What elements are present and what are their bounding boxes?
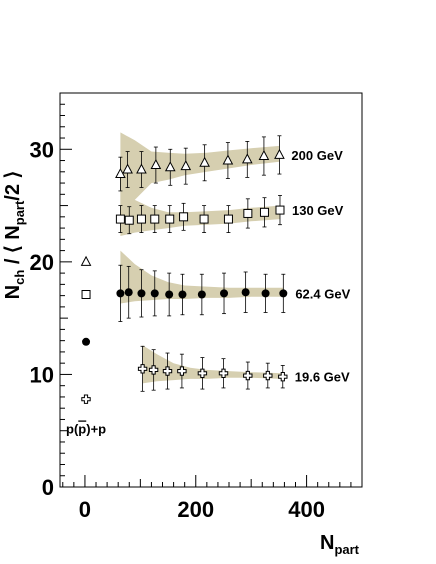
data-point <box>136 214 146 224</box>
axis-ticks <box>60 92 363 488</box>
data-point <box>279 289 288 298</box>
data-point <box>165 290 174 299</box>
data-point <box>124 288 133 297</box>
x-tick-label: 0 <box>79 497 91 522</box>
y-axis-title: Nch / ⟨ Npart/2 ⟩ <box>2 171 27 300</box>
data-point <box>164 161 176 172</box>
data-point <box>241 288 250 297</box>
data-point <box>150 158 162 170</box>
pp-reference-point <box>80 255 92 266</box>
pp-reference-label: p(p)+p <box>66 421 106 436</box>
data-point <box>162 366 173 376</box>
data-point <box>116 289 125 298</box>
data-point <box>278 372 288 382</box>
band-3 <box>142 345 283 384</box>
series-label: 130 GeV <box>292 203 344 218</box>
band-0 <box>120 132 280 208</box>
data-point <box>274 148 285 159</box>
data-point <box>178 290 187 299</box>
data-point <box>150 289 159 298</box>
data-point <box>261 289 270 298</box>
data-point <box>179 212 189 222</box>
data-point <box>241 153 253 164</box>
data-point <box>137 289 146 298</box>
x-tick-label: 400 <box>288 497 325 522</box>
pp-reference-point <box>81 394 91 404</box>
y-tick-label: 0 <box>42 475 54 500</box>
y-tick-label: 20 <box>30 250 54 275</box>
data-point <box>243 370 253 381</box>
series-label: 62.4 GeV <box>295 286 350 301</box>
data-point <box>177 366 187 376</box>
data-point <box>122 163 133 174</box>
y-tick-label: 10 <box>30 362 54 387</box>
data-point <box>148 365 159 375</box>
data-point <box>259 207 269 217</box>
data-point <box>197 368 208 378</box>
series-label: 19.6 GeV <box>295 370 350 385</box>
x-axis-title: Npart <box>320 532 360 557</box>
data-point <box>243 208 253 218</box>
data-point <box>199 156 210 167</box>
data-point <box>165 214 175 224</box>
y-tick-label: 30 <box>30 137 54 162</box>
data-point <box>218 368 229 378</box>
data-point <box>199 214 209 224</box>
pp-reference-point <box>82 337 91 346</box>
data-point <box>197 290 206 299</box>
data-point <box>222 154 234 165</box>
data-point <box>180 160 192 171</box>
data-point <box>258 149 270 161</box>
data-point <box>263 370 273 381</box>
data-point <box>136 163 147 174</box>
data-point <box>275 205 285 215</box>
pp-reference-point <box>81 290 91 300</box>
data-point <box>223 214 233 224</box>
data-point <box>150 214 160 224</box>
x-tick-label: 200 <box>177 497 214 522</box>
data-point <box>115 214 125 224</box>
series-label: 200 GeV <box>291 148 343 163</box>
plot-frame <box>59 92 363 488</box>
data-point <box>137 364 148 374</box>
data-point <box>220 289 229 298</box>
labels: 0 10 20 30 0 200 400 200 GeV 130 GeV 62.4 GeV 19.6… <box>30 137 351 522</box>
band-1 <box>120 185 281 236</box>
data-markers <box>80 148 288 404</box>
data-point <box>124 215 134 225</box>
